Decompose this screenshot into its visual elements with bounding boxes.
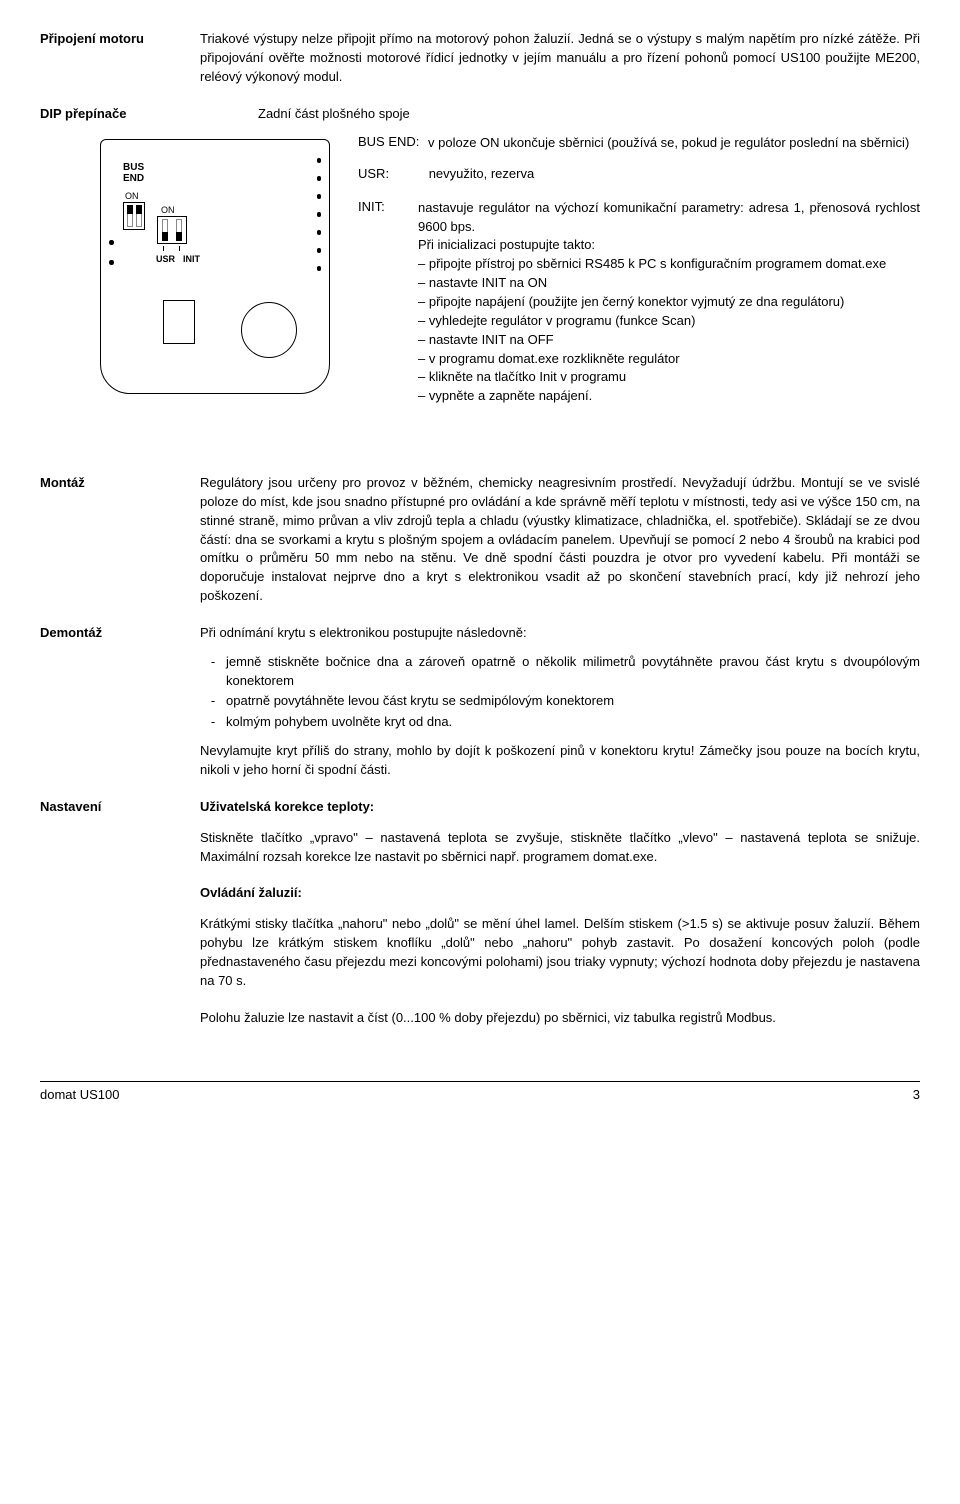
screw-dot [317, 194, 322, 199]
demontaz-outro: Nevylamujte kryt příliš do strany, mohlo… [200, 742, 920, 780]
demontaz-list: -jemně stiskněte bočnice dna a zároveň o… [200, 653, 920, 732]
pcb-diagram: BUS END ON ON USR INIT [100, 139, 330, 394]
page-footer: domat US100 3 [40, 1081, 920, 1105]
list-item: -kolmým pohybem uvolněte kryt od dna. [200, 713, 920, 732]
section-motor: Připojení motoru Triakové výstupy nelze … [40, 30, 920, 87]
heading-demontaz: Demontáž [40, 624, 200, 780]
heading-motor: Připojení motoru [40, 30, 200, 87]
sub1-body: Stiskněte tlačítko „vpravo" – nastavená … [200, 829, 920, 867]
sub3-body: Polohu žaluzie lze nastavit a číst (0...… [200, 1009, 920, 1028]
init-label: INIT [183, 253, 200, 266]
screw-dot [109, 260, 114, 265]
def-busend: BUS END: v poloze ON ukončuje sběrnici (… [358, 133, 920, 153]
section-demontaz: Demontáž Při odnímání krytu s elektronik… [40, 624, 920, 780]
footer-left: domat US100 [40, 1086, 120, 1105]
screw-dot [317, 248, 322, 253]
screw-dot [317, 176, 322, 181]
chip-icon [163, 300, 195, 344]
dip-switch-1 [123, 202, 145, 230]
demontaz-intro: Při odnímání krytu s elektronikou postup… [200, 624, 920, 643]
tick-mark [179, 246, 180, 251]
dip-diagram-row: BUS END ON ON USR INIT BUS END: v poloze… [40, 133, 920, 420]
knob-icon [241, 302, 297, 358]
sub2-body: Krátkými stisky tlačítka „nahoru" nebo „… [200, 915, 920, 990]
screw-dot [317, 230, 322, 235]
screw-dot [317, 212, 322, 217]
def-init: INIT: nastavuje regulátor na výchozí kom… [358, 198, 920, 406]
body-montaz: Regulátory jsou určeny pro provoz v běžn… [200, 474, 920, 606]
heading-dip: DIP přepínače [40, 105, 200, 128]
def-usr: USR: nevyužito, rezerva [358, 165, 920, 184]
section-nastaveni: Nastavení Uživatelská korekce teploty: S… [40, 798, 920, 1046]
bus-end-text: BUS END [123, 162, 144, 184]
screw-dot [317, 158, 322, 163]
sub1-title: Uživatelská korekce teploty: [200, 798, 920, 817]
body-motor: Triakové výstupy nelze připojit přímo na… [200, 30, 920, 87]
list-item: -jemně stiskněte bočnice dna a zároveň o… [200, 653, 920, 691]
sub2-title: Ovládání žaluzií: [200, 884, 920, 903]
heading-montaz: Montáž [40, 474, 200, 606]
usr-label: USR [156, 253, 175, 266]
dip-definitions: BUS END: v poloze ON ukončuje sběrnici (… [350, 133, 920, 420]
screw-dot [317, 266, 322, 271]
list-item: -opatrně povytáhněte levou část krytu se… [200, 692, 920, 711]
dip-switch-2 [157, 216, 187, 244]
heading-nastaveni: Nastavení [40, 798, 200, 1046]
zadni-label: Zadní část plošného spoje [258, 105, 920, 124]
tick-mark [163, 246, 164, 251]
section-montaz: Montáž Regulátory jsou určeny pro provoz… [40, 474, 920, 606]
screw-dot [109, 240, 114, 245]
section-dip: DIP přepínače Zadní část plošného spoje [40, 105, 920, 128]
footer-right: 3 [913, 1086, 920, 1105]
